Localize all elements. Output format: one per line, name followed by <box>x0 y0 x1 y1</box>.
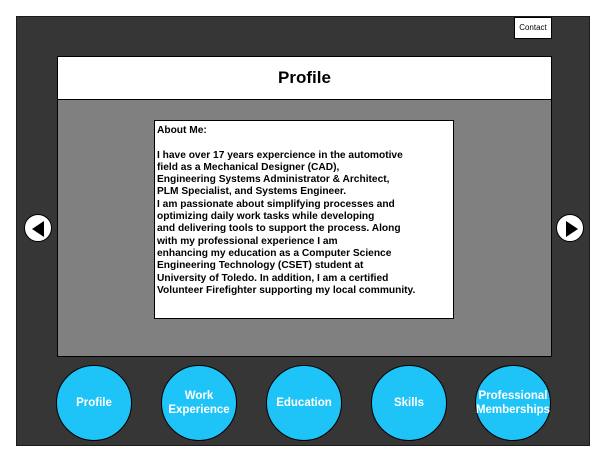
page-title: Profile <box>57 56 552 100</box>
about-heading: About Me: <box>157 125 207 136</box>
about-line: enhancing my education as a Computer Sci… <box>157 247 392 259</box>
about-line: and delivering tools to support the proc… <box>157 223 401 235</box>
previous-button[interactable] <box>24 214 52 242</box>
nav-label: Skills <box>393 397 425 409</box>
about-line: Volunteer Firefighter supporting my loca… <box>157 284 416 296</box>
about-line: Engineering Technology (CSET) student at <box>157 260 364 272</box>
nav-label: Education <box>276 397 332 409</box>
about-line: University of Toledo. In addition, I am … <box>157 272 389 284</box>
nav-professional-memberships-button[interactable]: Professional Memberships <box>475 365 551 441</box>
nav-label: Professional Memberships <box>475 390 551 416</box>
about-line: PLM Specialist, and Systems Engineer. <box>157 186 347 198</box>
nav-work-experience-button[interactable]: Work Experience <box>161 365 237 441</box>
about-line: I am passionate about simplifying proces… <box>157 198 395 210</box>
about-line: with my professional experience I am <box>157 235 338 247</box>
nav-label: Work Experience <box>168 390 230 416</box>
about-line: field as a Mechanical Designer (CAD), <box>157 161 340 173</box>
contact-button[interactable]: Contact <box>514 17 552 39</box>
arrow-right-icon <box>566 221 578 237</box>
nav-profile-button[interactable]: Profile <box>56 365 132 441</box>
about-me-text-box: About Me: I have over 17 years expercien… <box>154 120 454 319</box>
nav-skills-button[interactable]: Skills <box>371 365 447 441</box>
about-line: optimizing daily work tasks while develo… <box>157 211 375 223</box>
about-line: I have over 17 years expercience in the … <box>157 149 403 161</box>
about-line: Engineering Systems Administrator & Arch… <box>157 174 390 186</box>
nav-education-button[interactable]: Education <box>266 365 342 441</box>
nav-label: Profile <box>76 397 112 409</box>
next-button[interactable] <box>556 214 584 242</box>
arrow-left-icon <box>32 221 44 237</box>
